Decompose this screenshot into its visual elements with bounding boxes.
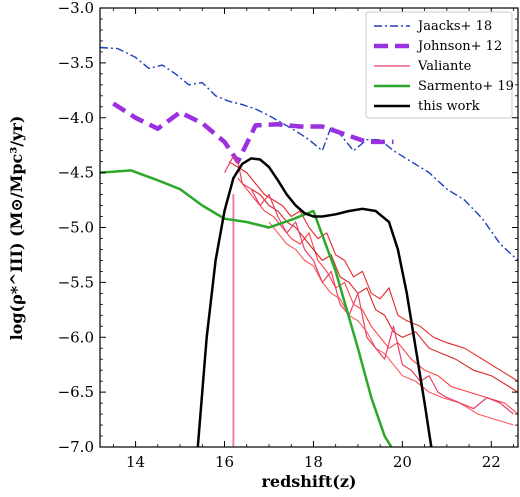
y-tick-label: −6.0 (58, 328, 94, 346)
x-tick-label: 14 (126, 453, 145, 471)
series-line (100, 46, 518, 261)
y-tick-label: −6.5 (58, 383, 94, 401)
valiante-simulation-runs (228, 161, 518, 447)
sim-run-line (268, 221, 514, 426)
series-lines (100, 46, 518, 447)
axis-ticks: 14 16 18 20 22 −7.0 −6.5 −6.0 −5.5 −5.0 −4.5 −4.0 −3… (58, 0, 518, 471)
y-tick-label: −3.5 (58, 54, 94, 72)
y-tick-label: −4.0 (58, 109, 94, 127)
x-axis-title: redshift(z) (261, 472, 356, 491)
x-tick-label: 16 (215, 453, 234, 471)
y-tick-label: −4.5 (58, 164, 94, 182)
sim-run-line (228, 161, 518, 382)
legend-label: Johnson+ 12 (416, 39, 502, 54)
series-line (100, 169, 393, 447)
y-tick-label: −7.0 (58, 438, 94, 456)
series-line (112, 101, 394, 164)
sim-run-line (232, 194, 235, 447)
legend-label: Valiante (417, 59, 472, 74)
legend-label: Jaacks+ 18 (416, 19, 492, 34)
legend-label: this work (418, 99, 480, 114)
series-line (223, 155, 514, 415)
sim-run-line (250, 188, 518, 393)
x-tick-label: 18 (304, 453, 323, 471)
legend-box (365, 11, 513, 119)
legend-label: Sarmento+ 19 (418, 79, 514, 94)
x-tick-label: 22 (482, 453, 501, 471)
x-tick-label: 20 (393, 453, 412, 471)
y-tick-label: −3.0 (58, 0, 94, 17)
legend: Jaacks+ 18 Johnson+ 12 Valiante Sarmento+ 1… (365, 11, 514, 119)
y-tick-label: −5.5 (58, 273, 94, 291)
y-axis-title: log(ρ*^III) (M⊙/Mpc³/yr) (7, 116, 26, 341)
y-tick-label: −5.0 (58, 219, 94, 237)
series-line (196, 157, 433, 447)
